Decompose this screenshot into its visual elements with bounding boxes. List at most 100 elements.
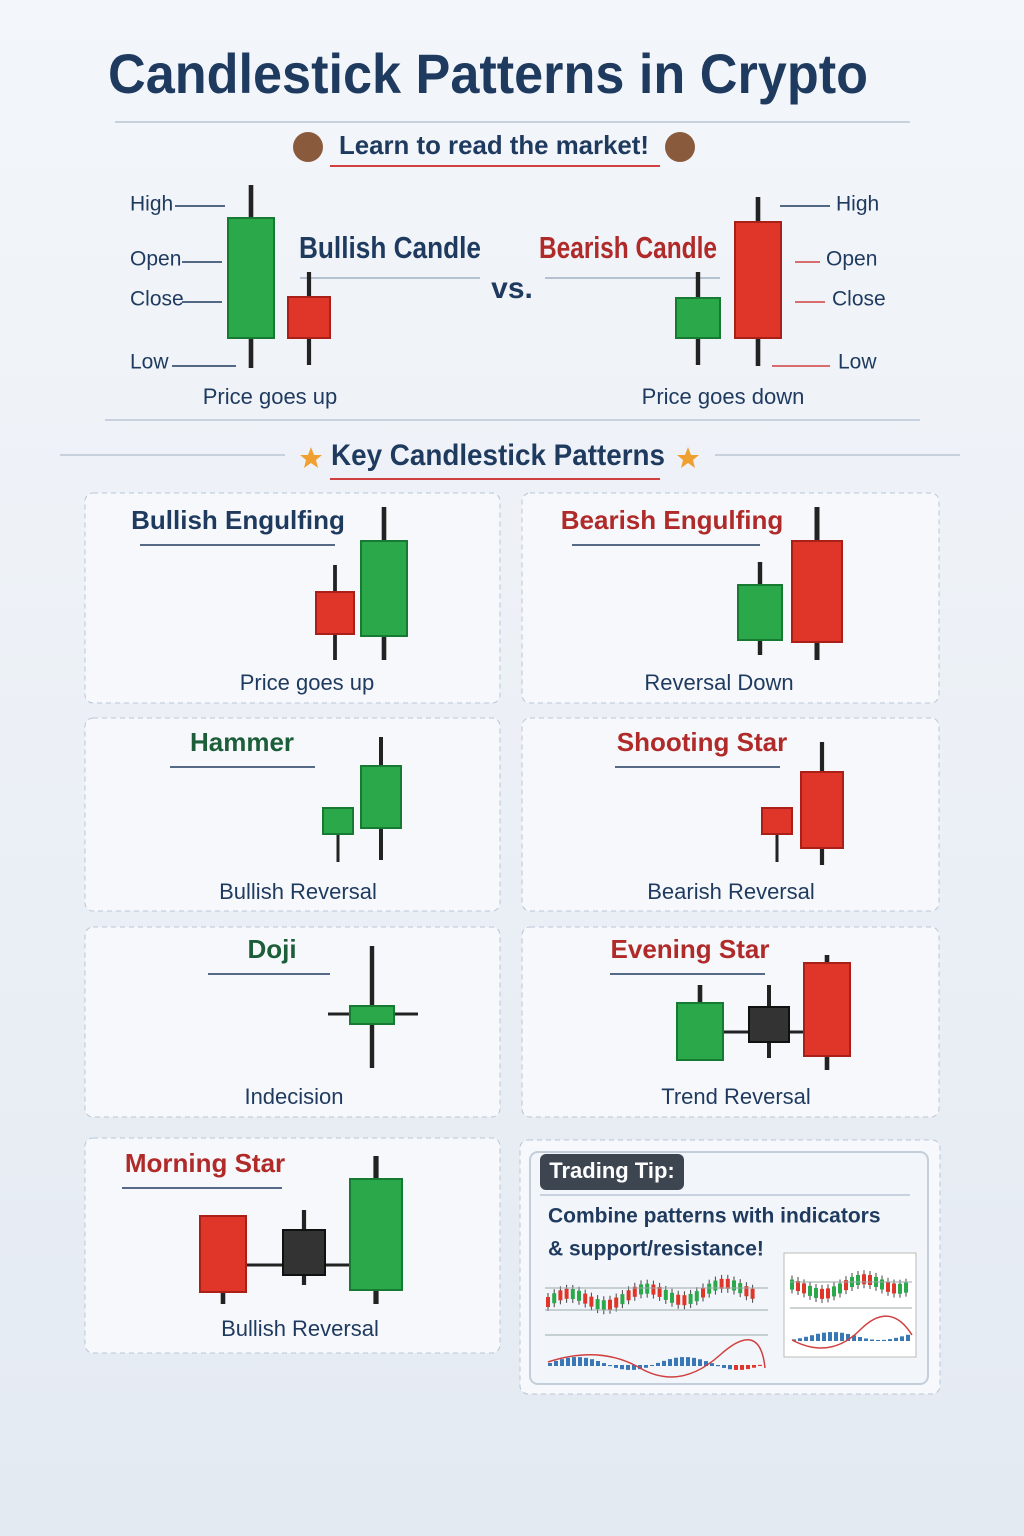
mini-histogram	[626, 1365, 630, 1370]
mini-histogram	[548, 1363, 552, 1366]
mini-histogram	[876, 1339, 880, 1341]
pattern-title: Morning Star	[125, 1148, 285, 1178]
star-icon	[300, 447, 322, 468]
mini-candle	[688, 1293, 693, 1304]
mini-candle	[832, 1286, 836, 1297]
star-icon	[677, 447, 699, 468]
mini-candle	[577, 1290, 581, 1301]
mini-candle	[892, 1283, 896, 1294]
mini-candle	[552, 1293, 557, 1304]
mini-histogram	[882, 1339, 886, 1341]
mini-histogram	[816, 1333, 820, 1341]
candle-body	[803, 962, 851, 1057]
mini-candle	[583, 1293, 588, 1304]
mini-candle	[570, 1289, 575, 1300]
caption: Price goes down	[642, 384, 805, 409]
pattern-caption: Price goes up	[240, 670, 375, 695]
pattern-caption: Bearish Reversal	[647, 879, 815, 904]
mini-candle	[608, 1299, 612, 1310]
label: Open	[130, 248, 181, 271]
candle-body	[322, 807, 354, 835]
mini-histogram	[560, 1359, 564, 1366]
mini-histogram	[900, 1336, 904, 1341]
mini-candle	[626, 1290, 631, 1301]
pattern-title: Bearish Engulfing	[561, 505, 783, 535]
mini-candle	[663, 1289, 668, 1300]
mini-histogram	[668, 1359, 672, 1366]
mini-histogram	[710, 1363, 714, 1366]
mini-histogram	[822, 1332, 826, 1341]
caption: Price goes up	[203, 384, 338, 409]
pattern-caption: Bullish Reversal	[221, 1316, 379, 1341]
bull-icon	[665, 132, 695, 162]
tip-text: & support/resistance!	[548, 1238, 764, 1261]
pattern-title: Hammer	[190, 727, 294, 757]
tip-chip	[540, 1154, 684, 1190]
mini-candle	[614, 1297, 619, 1308]
mini-histogram	[572, 1357, 576, 1366]
candle-title: Bearish Candle	[539, 230, 717, 265]
label: Low	[838, 351, 877, 374]
mini-histogram	[644, 1365, 648, 1368]
mini-candle	[620, 1294, 625, 1305]
tip-title: Trading Tip:	[549, 1158, 674, 1183]
label: Close	[130, 288, 184, 311]
mini-histogram	[680, 1357, 684, 1366]
candle-body	[737, 584, 783, 641]
mini-histogram	[792, 1339, 796, 1341]
mini-candle	[802, 1283, 806, 1294]
mini-candle	[856, 1274, 860, 1285]
candle-body	[734, 221, 782, 339]
pattern-caption: Indecision	[244, 1084, 343, 1109]
mini-candle	[719, 1278, 724, 1289]
mini-candle	[886, 1281, 890, 1292]
mini-indicator	[547, 1339, 766, 1378]
mini-candle	[838, 1283, 842, 1294]
candle-body	[800, 771, 844, 849]
mini-histogram	[798, 1338, 802, 1341]
title: Candlestick Patterns in Crypto	[108, 42, 868, 105]
mini-candle	[820, 1288, 824, 1299]
label: Low	[130, 351, 169, 374]
mini-histogram	[632, 1365, 636, 1370]
pattern-caption: Reversal Down	[644, 670, 793, 695]
mini-candle	[898, 1283, 902, 1294]
mini-candle	[657, 1286, 662, 1297]
mini-histogram	[692, 1357, 696, 1366]
mini-candle	[701, 1287, 705, 1298]
mini-histogram	[554, 1360, 558, 1366]
mini-candle	[744, 1286, 749, 1297]
mini-histogram	[804, 1336, 808, 1341]
mini-candle	[645, 1283, 650, 1294]
mini-candle	[601, 1300, 606, 1311]
mini-histogram	[888, 1339, 892, 1341]
mini-histogram	[704, 1361, 708, 1366]
section-title: Key Candlestick Patterns	[331, 439, 665, 472]
mini-candle	[589, 1296, 594, 1307]
mini-histogram	[810, 1335, 814, 1341]
label: High	[836, 193, 879, 216]
mini-candle	[694, 1291, 699, 1302]
mini-candle	[725, 1278, 730, 1289]
card	[84, 926, 501, 1118]
candle-body	[761, 807, 793, 835]
mini-histogram	[840, 1332, 844, 1341]
mini-histogram	[566, 1357, 570, 1366]
pattern-title: Bullish Engulfing	[131, 505, 345, 535]
candle-body	[199, 1215, 247, 1293]
mini-histogram	[834, 1332, 838, 1341]
mini-candle	[868, 1275, 872, 1286]
label: High	[130, 193, 173, 216]
mini-candle	[904, 1282, 908, 1293]
mini-histogram	[858, 1337, 862, 1341]
mini-histogram	[608, 1365, 612, 1367]
mini-histogram	[638, 1365, 642, 1370]
mini-histogram	[752, 1365, 756, 1368]
candle-body	[315, 591, 355, 635]
mini-candle	[796, 1281, 800, 1292]
mini-candle	[880, 1279, 884, 1290]
pointer-lines	[172, 205, 830, 367]
mini-histogram	[602, 1363, 606, 1366]
candle-body	[282, 1229, 326, 1276]
